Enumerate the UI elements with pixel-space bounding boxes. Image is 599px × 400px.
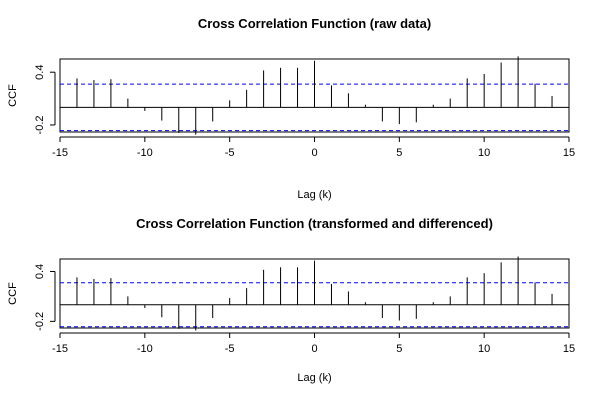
- x-tick-label: -5: [225, 147, 235, 159]
- x-tick-label: -15: [52, 343, 68, 355]
- ccf-panel-2: Cross Correlation Function (transformed …: [7, 216, 575, 384]
- x-axis-label: Lag (k): [297, 372, 331, 384]
- plot-frame: [59, 258, 570, 329]
- x-tick-label: 5: [396, 343, 402, 355]
- y-tick-label: -0.2: [34, 115, 46, 134]
- x-tick-label: 10: [478, 147, 490, 159]
- x-tick-label: -10: [137, 343, 153, 355]
- y-tick-label: -0.2: [34, 312, 46, 331]
- y-axis-label: CCF: [7, 84, 19, 107]
- x-tick-label: 15: [563, 343, 575, 355]
- x-axis-label: Lag (k): [297, 189, 331, 201]
- y-tick-label: 0.4: [34, 65, 46, 80]
- x-tick-label: 0: [311, 343, 317, 355]
- chart-title: Cross Correlation Function (raw data): [198, 16, 431, 31]
- ccf-panel-1: Cross Correlation Function (raw data) -15…: [7, 16, 575, 201]
- x-tick-label: -10: [137, 147, 153, 159]
- plot-frame: [59, 58, 570, 133]
- x-tick-label: -5: [225, 343, 235, 355]
- y-axis-label: CCF: [7, 282, 19, 305]
- x-tick-label: 15: [563, 147, 575, 159]
- x-tick-label: -15: [52, 147, 68, 159]
- x-tick-label: 0: [311, 147, 317, 159]
- y-tick-label: 0.4: [34, 264, 46, 279]
- x-tick-label: 5: [396, 147, 402, 159]
- chart-title: Cross Correlation Function (transformed …: [136, 216, 493, 231]
- x-tick-label: 10: [478, 343, 490, 355]
